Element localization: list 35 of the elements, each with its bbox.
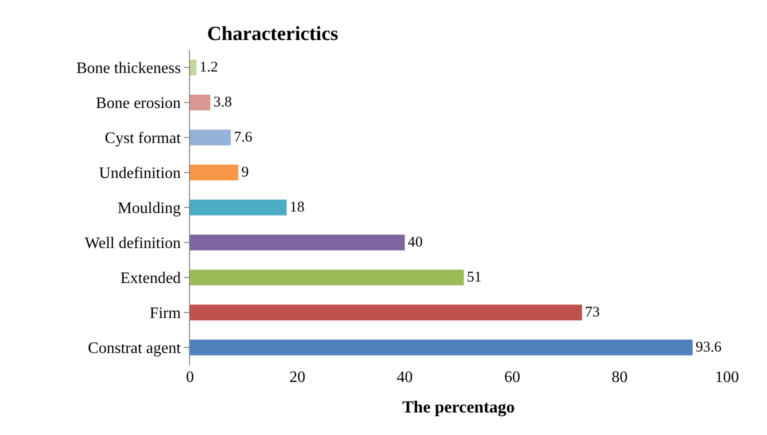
data-label: 93.6 — [696, 340, 722, 356]
data-label: 3.8 — [213, 94, 232, 111]
bar — [190, 340, 693, 356]
bar — [190, 304, 582, 320]
data-label: 51 — [466, 270, 482, 286]
bar — [190, 94, 210, 110]
x-tick-label: 20 — [289, 369, 306, 386]
x-axis-title: The percentago — [402, 397, 515, 416]
x-tick-label: 40 — [396, 369, 413, 386]
y-tick-label: Bone erosion — [96, 95, 181, 112]
data-label: 9 — [241, 164, 249, 181]
chart-title: Characterictics — [207, 23, 338, 46]
bar — [190, 60, 196, 76]
x-tick-label: 0 — [186, 369, 194, 386]
data-label: 40 — [408, 234, 423, 251]
data-label: 18 — [290, 200, 304, 216]
y-tick-label: Undefinition — [99, 165, 181, 182]
y-tick-label: Extended — [120, 270, 181, 288]
x-tick-label: 60 — [504, 369, 520, 386]
y-tick-label: Moulding — [118, 200, 181, 218]
bar — [190, 164, 238, 180]
y-tick-label: Cyst format — [104, 130, 182, 148]
bar — [190, 200, 287, 216]
bar — [190, 234, 405, 250]
y-tick-label: Firm — [150, 305, 182, 322]
bar — [190, 130, 231, 146]
y-tick-label: Constrat agent — [88, 340, 182, 358]
data-label: 7.6 — [234, 130, 252, 146]
bar — [190, 270, 464, 286]
y-tick-label: Bone thickeness — [76, 60, 181, 78]
data-label: 1.2 — [199, 60, 218, 76]
y-tick-label: Well definition — [84, 235, 181, 252]
x-tick-label: 100 — [715, 369, 739, 386]
x-tick-label: 80 — [612, 369, 628, 386]
data-label: 73 — [585, 304, 600, 321]
